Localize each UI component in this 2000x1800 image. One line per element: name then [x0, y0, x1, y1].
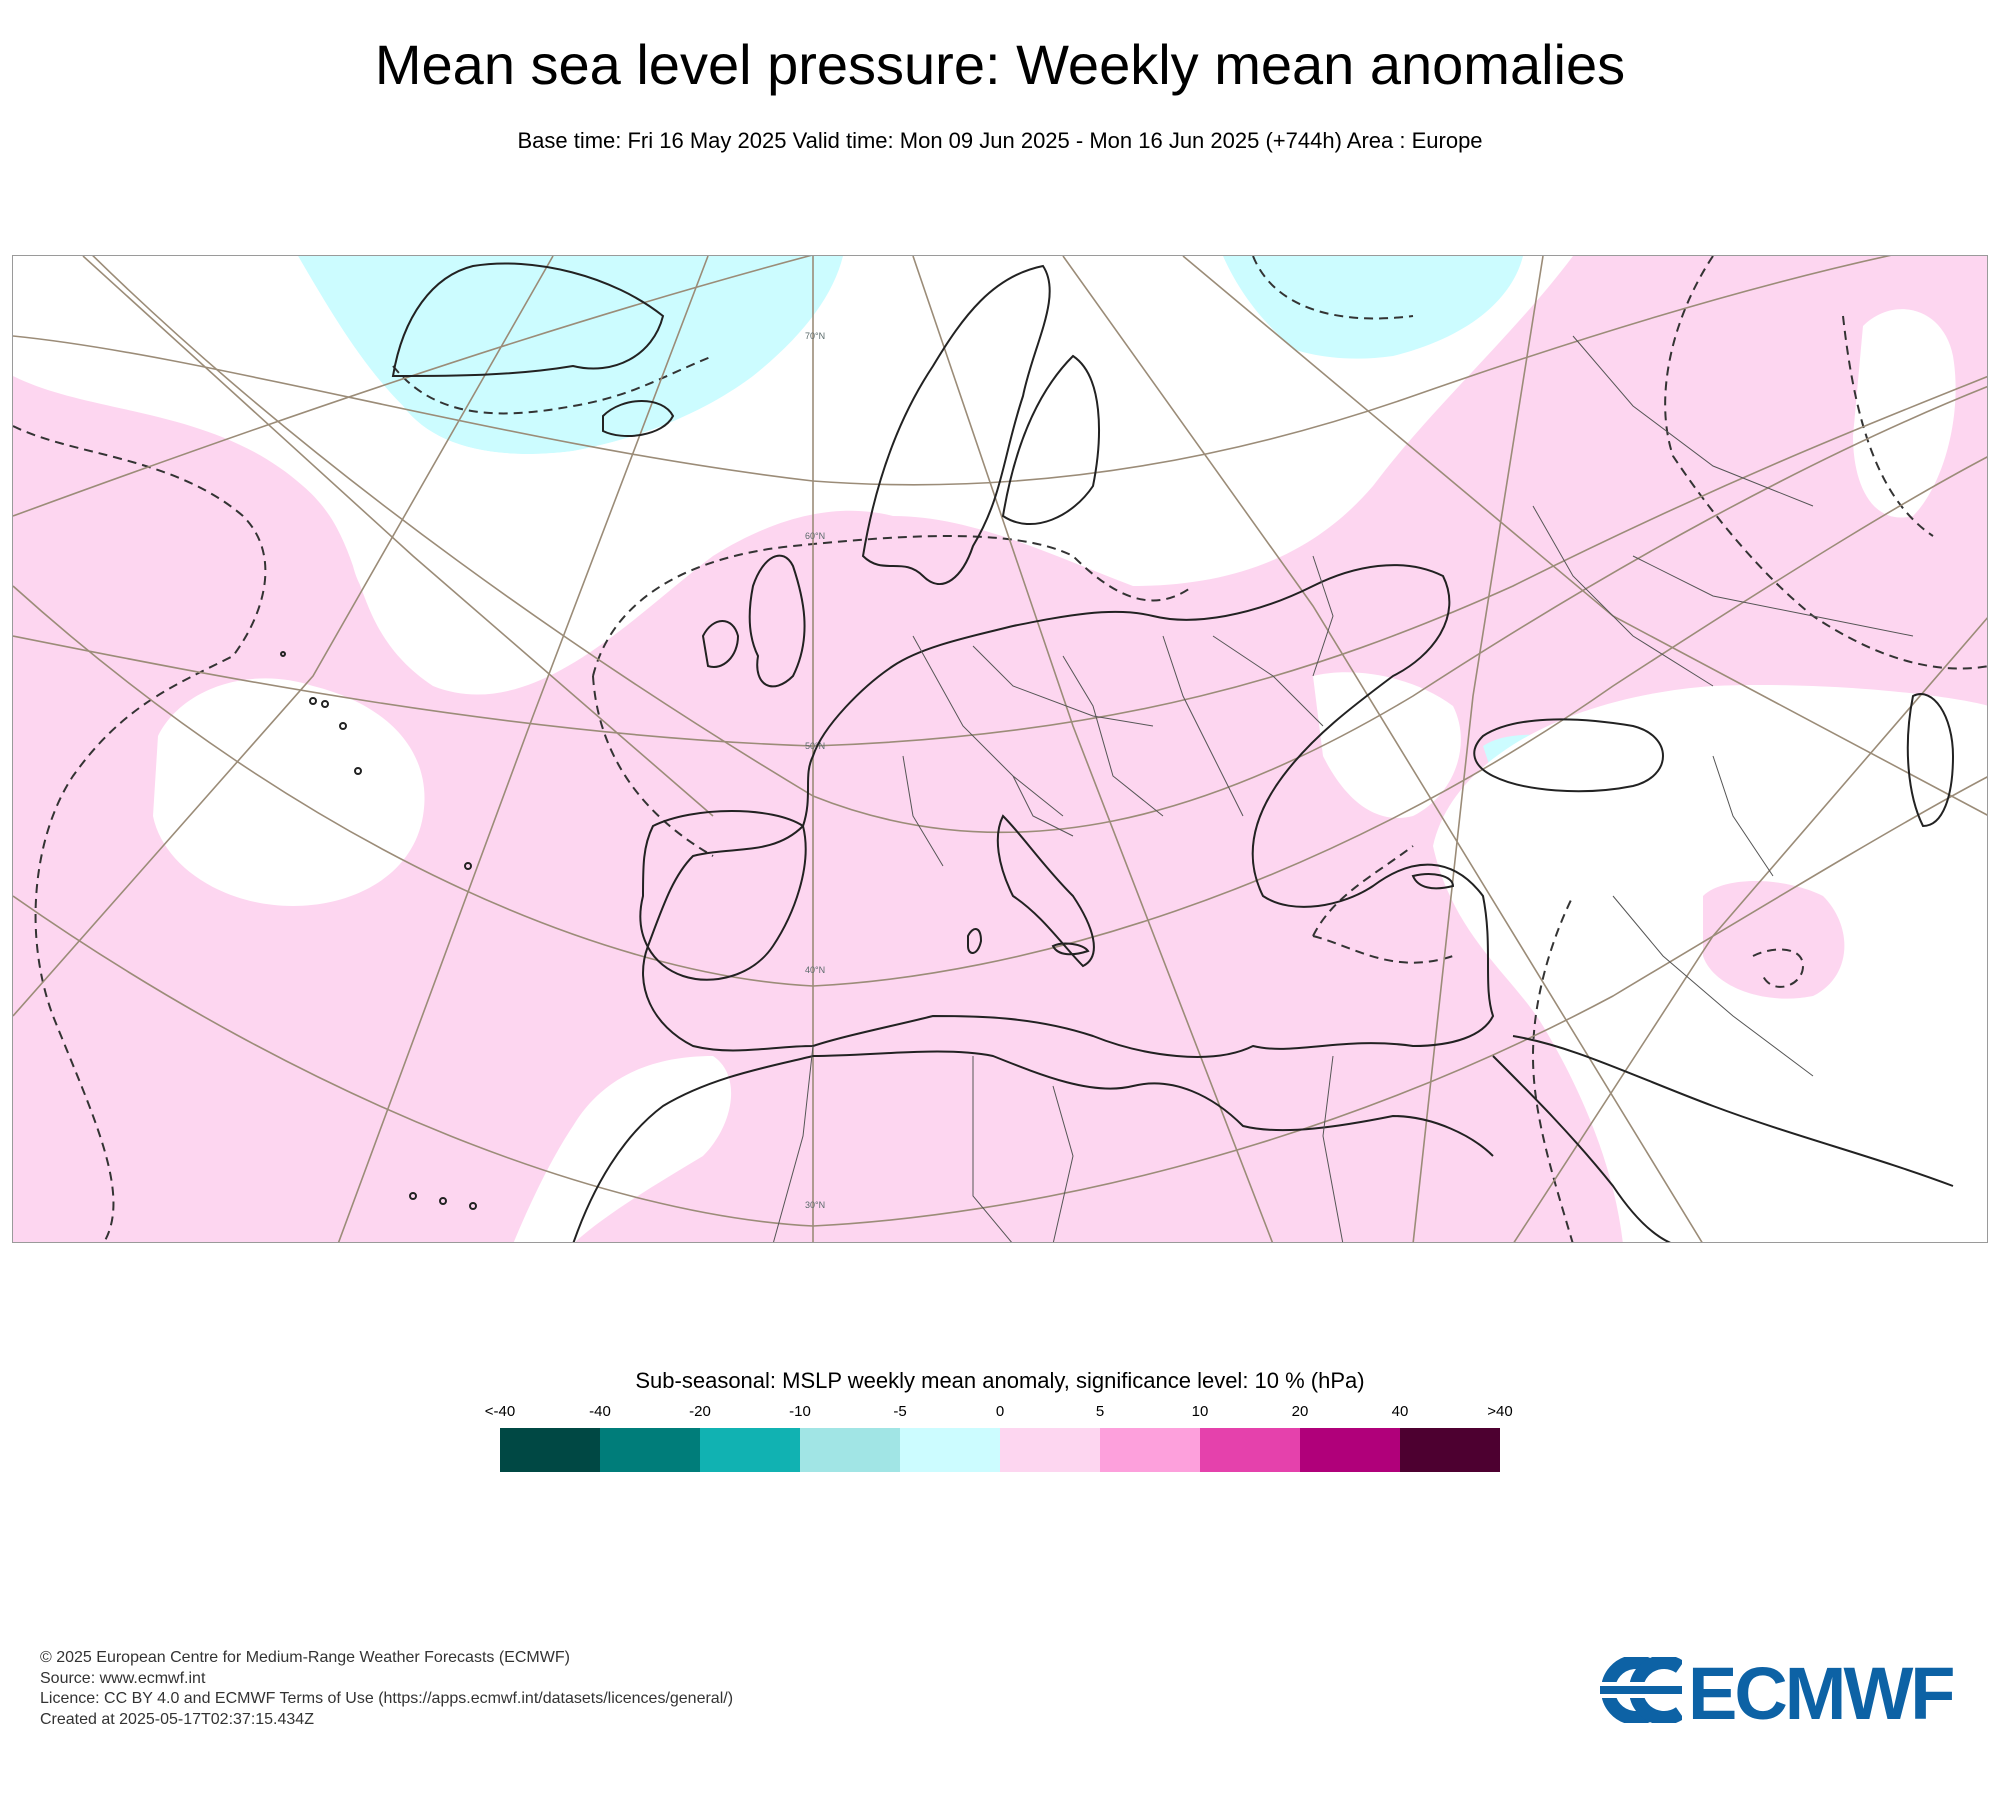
caspian-coast	[1906, 693, 1955, 828]
legend-tick: 10	[1191, 1403, 1209, 1420]
legend-swatch	[1400, 1428, 1500, 1472]
legend-swatch	[900, 1428, 1000, 1472]
scandinavia-coast	[861, 264, 1051, 586]
ecmwf-logo-text: ECMWF	[1688, 1652, 1955, 1735]
legend-swatch	[600, 1428, 700, 1472]
italy-coast	[996, 814, 1095, 968]
black-sea-coast	[1473, 718, 1664, 793]
legend-colorbar	[500, 1428, 1500, 1472]
graticule	[13, 256, 1987, 1242]
lat-label-60: 60°N	[805, 531, 825, 541]
anomaly-shading	[13, 256, 1987, 1242]
negative-anomaly-greenland	[298, 256, 843, 454]
legend-tick: <-40	[484, 1403, 516, 1420]
coastlines	[280, 262, 1955, 1242]
ecmwf-logo-mark	[1590, 1657, 1682, 1723]
positive-iraq-blob	[1703, 881, 1845, 999]
legend-tick: -5	[893, 1403, 907, 1420]
legend-tick: -10	[789, 1403, 811, 1420]
legend-tick: -40	[589, 1403, 611, 1420]
legend-title: Sub-seasonal: MSLP weekly mean anomaly, …	[635, 1368, 1365, 1393]
chart-subtitle: Base time: Fri 16 May 2025 Valid time: M…	[517, 128, 1483, 153]
iceland-coast	[602, 400, 675, 437]
neutral-north-atlantic	[13, 256, 792, 611]
lat-label-50: 50°N	[805, 741, 825, 751]
europe-coast	[642, 564, 1495, 1058]
legend-swatch	[1200, 1428, 1300, 1472]
legend-swatch	[800, 1428, 900, 1472]
legend-ticks: <-40 -40 -20 -10 -5 0 5 10 20 40 >40	[480, 1403, 1520, 1423]
lat-label-70: 70°N	[805, 331, 825, 341]
lat-label-30: 30°N	[805, 1200, 825, 1210]
europe-map: 70°N 60°N 50°N 40°N 30°N	[13, 256, 1987, 1242]
footer-source: Source: www.ecmwf.int	[40, 1669, 206, 1687]
legend-swatch	[1000, 1428, 1100, 1472]
legend-tick: -20	[689, 1403, 711, 1420]
lat-label-40: 40°N	[805, 965, 825, 975]
ecmwf-logo: ECMWF	[1590, 1652, 1965, 1735]
neutral-kazakhstan	[1853, 309, 1956, 518]
country-borders	[773, 335, 1914, 1242]
legend-tick: 40	[1391, 1403, 1409, 1420]
map-panel[interactable]: 70°N 60°N 50°N 40°N 30°N	[12, 255, 1988, 1243]
iberia-coast	[639, 810, 807, 981]
legend-tick: 5	[1095, 1403, 1105, 1420]
neutral-azores	[153, 678, 425, 906]
legend-tick: 0	[995, 1403, 1005, 1420]
significance-contours	[13, 256, 1987, 1242]
legend-tick: >40	[1487, 1403, 1513, 1420]
footer-created: Created at 2025-05-17T02:37:15.434Z	[40, 1710, 314, 1728]
red-sea-coast	[1492, 1055, 1672, 1242]
greenland-coast	[391, 262, 665, 378]
north-africa-coast	[572, 1050, 1494, 1242]
legend-swatch	[500, 1428, 600, 1472]
finland-coast	[1001, 354, 1100, 526]
neutral-morocco	[513, 1056, 732, 1242]
ireland-coast	[701, 620, 740, 668]
arabia-coast	[1512, 1035, 1954, 1187]
chart-title: Mean sea level pressure: Weekly mean ano…	[374, 33, 1626, 96]
legend-tick: 20	[1291, 1403, 1309, 1420]
legend-swatch	[1100, 1428, 1200, 1472]
legend-swatch	[700, 1428, 800, 1472]
legend-swatch	[1300, 1428, 1400, 1472]
britain-coast	[748, 554, 806, 688]
footer-credits: © 2025 European Centre for Medium-Range …	[40, 1648, 733, 1730]
latitude-labels: 70°N 60°N 50°N 40°N 30°N	[805, 331, 825, 1210]
positive-anomaly-region	[13, 256, 1987, 1242]
negative-anomaly-barents	[1223, 256, 1523, 359]
footer-licence: Licence: CC BY 4.0 and ECMWF Terms of Us…	[40, 1690, 734, 1707]
footer-copyright: © 2025 European Centre for Medium-Range …	[40, 1649, 570, 1666]
